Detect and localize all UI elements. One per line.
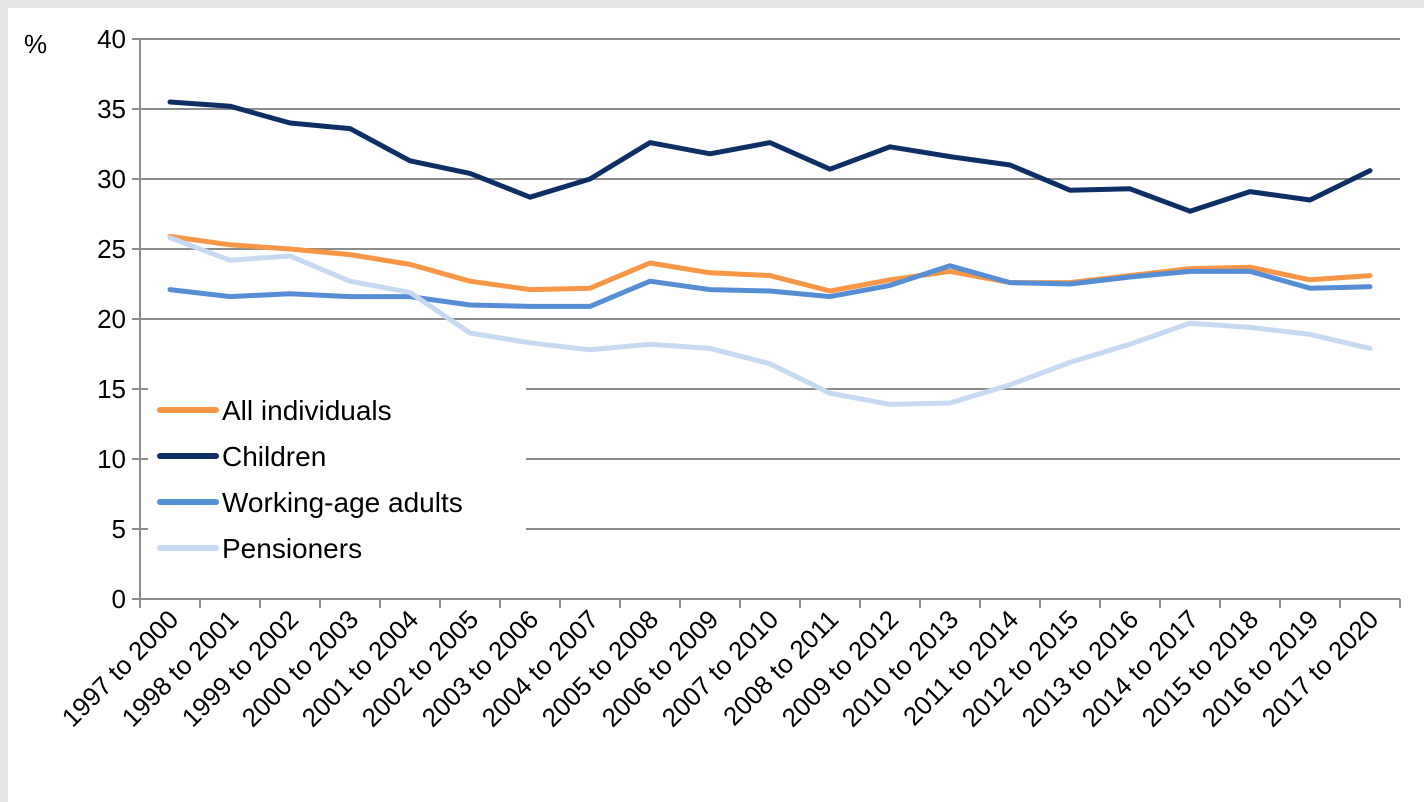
y-tick-label-10: 10 <box>97 444 126 474</box>
y-tick-label-20: 20 <box>97 304 126 334</box>
y-tick-label-25: 25 <box>97 234 126 264</box>
series-line-pensioners <box>167 235 1373 407</box>
legend-label-all-individuals: All individuals <box>222 395 392 426</box>
series-lines <box>167 99 1373 407</box>
y-tick-label-0: 0 <box>112 584 126 614</box>
legend-label-working-age-adults: Working-age adults <box>222 487 463 518</box>
y-axis-label: % <box>24 29 47 59</box>
y-tick-label-30: 30 <box>97 164 126 194</box>
legend-label-children: Children <box>222 441 326 472</box>
series-line-children <box>167 99 1373 214</box>
y-tick-label-15: 15 <box>97 374 126 404</box>
chart-panel: 0 5 10 15 20 25 30 35 40 1997 to 2000 1998 to 2001… <box>8 8 1424 802</box>
y-tick-label-35: 35 <box>97 94 126 124</box>
legend-label-pensioners: Pensioners <box>222 533 362 564</box>
series-line-working-age-adults <box>167 263 1373 309</box>
y-tick-label-5: 5 <box>112 514 126 544</box>
legend: All individuals Children Working-age adult… <box>148 381 526 581</box>
y-tick-label-40: 40 <box>97 24 126 54</box>
